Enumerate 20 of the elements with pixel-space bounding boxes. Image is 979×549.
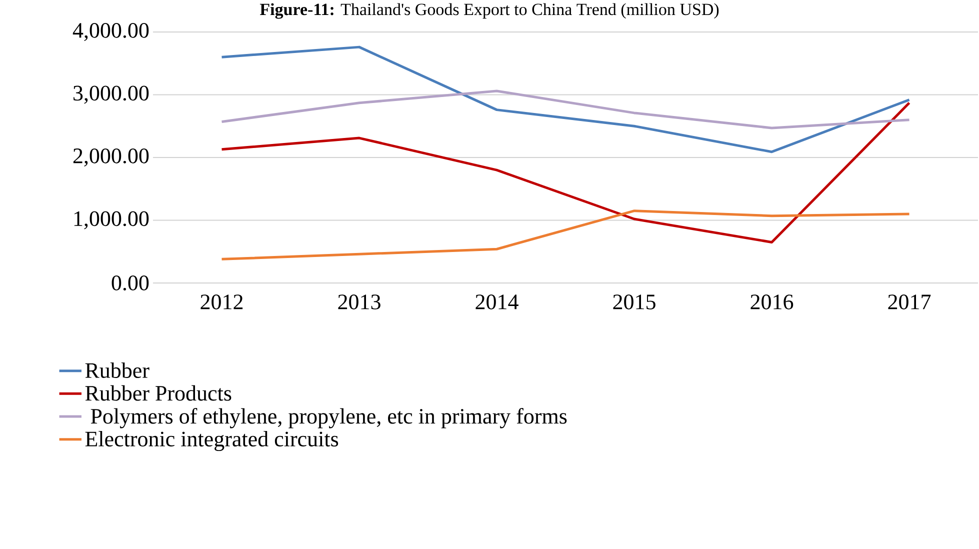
y-tick-label: 0.00: [112, 276, 149, 290]
line-series: [220, 102, 911, 244]
y-tick-label: 2,000.00: [73, 148, 149, 167]
x-tick-label: 2016: [750, 294, 794, 310]
y-tick-label: 3,000.00: [74, 86, 149, 104]
y-tick-label: 4,000.00: [72, 22, 149, 42]
line-series: [220, 90, 911, 130]
x-tick-label: 2013: [338, 294, 380, 310]
legend-label: Polymers of ethylene, propylene, etc in primary forms: [90, 408, 567, 428]
legend-label: Electronic integrated circuits: [85, 431, 338, 452]
legend-label: Rubber Products: [85, 385, 232, 401]
x-tick-label: 2015: [613, 294, 656, 310]
legend-label: Rubber: [85, 362, 150, 378]
y-tick-label: 1,000.00: [74, 211, 149, 230]
chart-title: Figure-11: Thailand's Goods Export to China Trend (million USD): [260, 3, 719, 19]
line-series: [220, 210, 911, 260]
x-tick-label: 2014: [476, 294, 518, 310]
line-series: [220, 46, 911, 154]
x-tick-label: 2017: [888, 294, 931, 310]
x-tick-label: 2012: [200, 294, 243, 310]
